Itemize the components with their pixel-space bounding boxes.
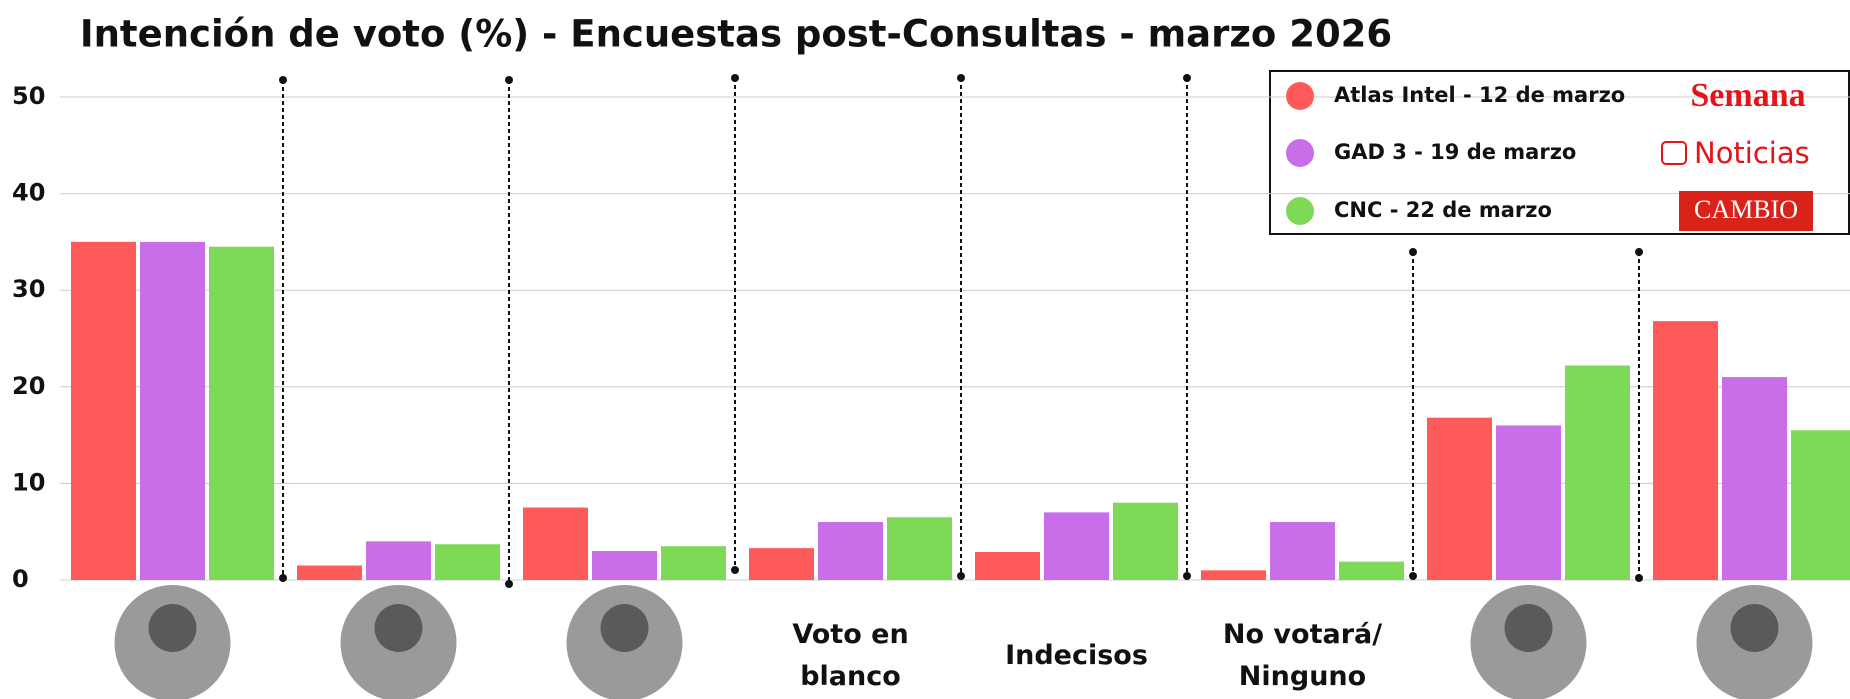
legend-label: Atlas Intel - 12 de marzo [1334,83,1625,107]
legend-marker [1286,139,1314,167]
bar [818,522,883,580]
photo-head [1505,604,1553,652]
bar [887,517,952,580]
bar [1339,562,1404,580]
bar [1791,430,1850,580]
y-tick-label: 40 [12,179,45,207]
separator-dot [731,74,739,82]
bar [523,508,588,580]
chart: Intención de voto (%) - Encuestas post-C… [0,0,1850,699]
separator-dot [957,74,965,82]
separator-dot [1409,572,1417,580]
bar [975,552,1040,580]
source-logo: Semana [1690,77,1805,114]
y-tick-label: 0 [12,565,29,593]
bar [1201,570,1266,580]
bar [71,242,136,580]
bar [366,541,431,580]
page: Intención de voto (%) - Encuestas post-C… [0,0,1850,699]
y-tick-label: 20 [12,372,45,400]
separator-dot [1635,248,1643,256]
y-tick-label: 50 [12,82,45,110]
bar [1653,321,1718,580]
source-logo: Noticias [1694,136,1810,170]
y-tick-label: 10 [12,468,45,496]
legend-label: GAD 3 - 19 de marzo [1334,140,1576,164]
separator-dot [1635,574,1643,582]
bar [297,566,362,580]
separator-dot [1183,572,1191,580]
separator-dot [279,574,287,582]
bar [140,242,205,580]
bar [1427,418,1492,580]
separator-dot [1183,74,1191,82]
bar [435,544,500,580]
photo-head [1731,604,1779,652]
separator-dot [731,566,739,574]
bar [1044,512,1109,580]
photo-head [375,604,423,652]
separator-dot [279,76,287,84]
bar [1496,425,1561,580]
legend-marker [1286,197,1314,225]
bar [1113,503,1178,580]
bar [209,247,274,580]
separator-dot [505,76,513,84]
bar [661,546,726,580]
y-tick-label: 30 [12,275,45,303]
separator-dot [505,580,513,588]
separator-dot [1409,248,1417,256]
bar [592,551,657,580]
source-logo: CAMBIO [1694,195,1798,224]
photo-head [149,604,197,652]
photo-head [601,604,649,652]
bar [1565,366,1630,580]
bar [1722,377,1787,580]
x-tick-label: Voto en blanco [751,614,951,698]
x-tick-label: No votará/ Ninguno [1203,614,1403,698]
legend-label: CNC - 22 de marzo [1334,198,1552,222]
separator-dot [957,572,965,580]
chart-title: Intención de voto (%) - Encuestas post-C… [80,13,1392,56]
x-tick-label: Indecisos [977,635,1177,677]
legend-marker [1286,82,1314,110]
bar [1270,522,1335,580]
bar [749,548,814,580]
